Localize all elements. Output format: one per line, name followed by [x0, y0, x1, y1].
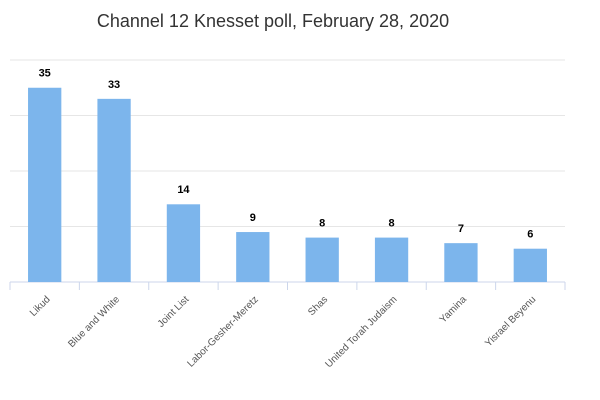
bar: [236, 232, 270, 282]
value-label: 8: [319, 218, 325, 230]
value-label: 7: [458, 223, 464, 235]
bar: [374, 237, 409, 282]
value-label: 33: [108, 79, 120, 91]
chart-title: Channel 12 Knesset poll, February 28, 20…: [97, 11, 449, 31]
bar: [444, 243, 478, 282]
value-label: 14: [177, 184, 190, 196]
bar: [513, 248, 547, 282]
value-label: 9: [250, 212, 256, 224]
bar: [166, 204, 201, 282]
bar: [97, 98, 131, 282]
value-label: 6: [527, 229, 533, 241]
value-label: 35: [39, 68, 51, 80]
bar: [28, 87, 62, 282]
value-label: 8: [389, 218, 395, 230]
bar: [305, 237, 339, 282]
